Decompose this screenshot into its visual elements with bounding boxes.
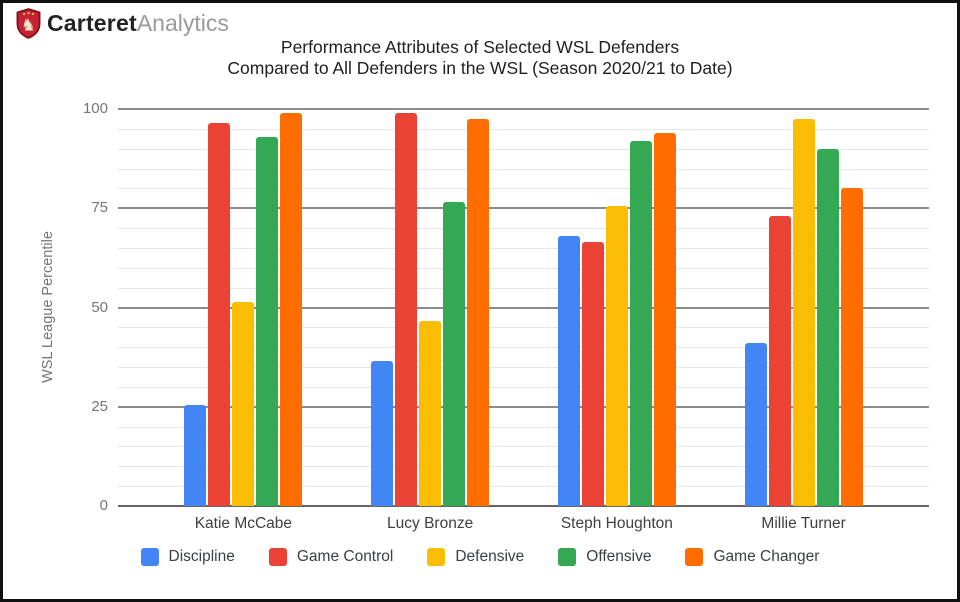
chart-title-line1: Performance Attributes of Selected WSL D… (280, 37, 680, 57)
major-gridline-25 (118, 405, 929, 408)
legend-label: Offensive (586, 548, 652, 565)
bar-game-changer-steph-houghton (653, 132, 676, 506)
bar-game-control-millie-turner (768, 216, 791, 506)
legend-swatch-icon (427, 548, 446, 566)
minor-gridline-80 (118, 188, 929, 190)
chart-legend: Discipline Game Control Defensive Offensive… (3, 548, 957, 566)
legend-label: Discipline (168, 548, 235, 565)
legend-item-offensive: Offensive (558, 548, 651, 566)
bar-defensive-steph-houghton (605, 206, 628, 506)
minor-gridline-20 (118, 426, 929, 428)
minor-gridline-30 (118, 386, 929, 388)
y-tick-0: 0 (99, 497, 108, 514)
legend-swatch-icon (558, 548, 577, 566)
major-gridline-100 (118, 108, 929, 110)
legend-item-discipline: Discipline (140, 548, 235, 566)
minor-gridline-65 (118, 247, 929, 249)
minor-gridline-10 (118, 466, 929, 468)
bar-offensive-millie-turner (816, 148, 839, 506)
chart-title: Performance Attributes of Selected WSL D… (3, 37, 957, 79)
major-gridline-50 (118, 306, 929, 309)
bar-offensive-lucy-bronze (443, 202, 466, 506)
bar-offensive-katie-mccabe (256, 136, 279, 506)
bar-discipline-lucy-bronze (371, 361, 394, 506)
minor-gridline-55 (118, 287, 929, 289)
minor-gridline-60 (118, 267, 929, 269)
bar-defensive-lucy-bronze (419, 321, 442, 506)
minor-gridline-40 (118, 347, 929, 349)
bar-game-control-lucy-bronze (395, 112, 418, 506)
minor-gridline-90 (118, 148, 929, 150)
bar-game-changer-lucy-bronze (467, 118, 490, 506)
bar-game-changer-katie-mccabe (280, 112, 303, 506)
legend-swatch-icon (685, 548, 704, 566)
y-tick-50: 50 (91, 298, 108, 316)
bar-discipline-katie-mccabe (184, 404, 207, 506)
y-tick-100: 100 (82, 100, 108, 117)
major-gridline-75 (118, 207, 929, 210)
legend-label: Defensive (455, 548, 525, 565)
bar-discipline-steph-houghton (557, 236, 580, 506)
bar-defensive-katie-mccabe (232, 301, 255, 506)
minor-gridline-45 (118, 327, 929, 329)
legend-item-game-changer: Game Changer (685, 548, 819, 566)
bar-game-changer-millie-turner (840, 188, 863, 506)
logo-brand-suffix: Analytics (136, 10, 229, 36)
legend-label: Game Changer (713, 548, 820, 565)
logo-brand-name: Carteret (47, 10, 137, 36)
major-gridline-0 (118, 505, 929, 507)
bar-game-control-steph-houghton (581, 242, 604, 506)
svg-text:♞: ♞ (21, 16, 36, 35)
y-tick-25: 25 (91, 397, 108, 415)
y-axis-title: WSL League Percentile (40, 231, 56, 383)
legend-swatch-icon (140, 548, 159, 566)
minor-gridline-5 (118, 486, 929, 488)
bar-offensive-steph-houghton (629, 140, 652, 506)
carteret-shield-icon: ♞ (16, 8, 41, 39)
bar-discipline-millie-turner (744, 343, 767, 506)
y-tick-75: 75 (91, 199, 108, 217)
x-axis-label-katie-mccabe: Katie McCabe (194, 515, 293, 532)
x-axis-label-steph-houghton: Steph Houghton (560, 515, 673, 532)
minor-gridline-95 (118, 128, 929, 130)
minor-gridline-85 (118, 168, 929, 170)
x-axis-label-lucy-bronze: Lucy Bronze (387, 515, 474, 532)
legend-label: Game Control (296, 548, 394, 565)
bar-game-control-katie-mccabe (208, 122, 231, 506)
legend-item-defensive: Defensive (427, 548, 524, 566)
legend-swatch-icon (268, 548, 287, 566)
legend-item-game-control: Game Control (268, 548, 394, 566)
minor-gridline-15 (118, 446, 929, 448)
chart-title-line2: Compared to All Defenders in the WSL (Se… (227, 58, 733, 78)
bar-defensive-millie-turner (792, 118, 815, 506)
x-axis-label-millie-turner: Millie Turner (761, 515, 846, 532)
carteret-analytics-logo: ♞ Carteret Analytics (15, 8, 229, 39)
plot-area (118, 108, 929, 507)
minor-gridline-35 (118, 367, 929, 369)
minor-gridline-70 (118, 228, 929, 230)
